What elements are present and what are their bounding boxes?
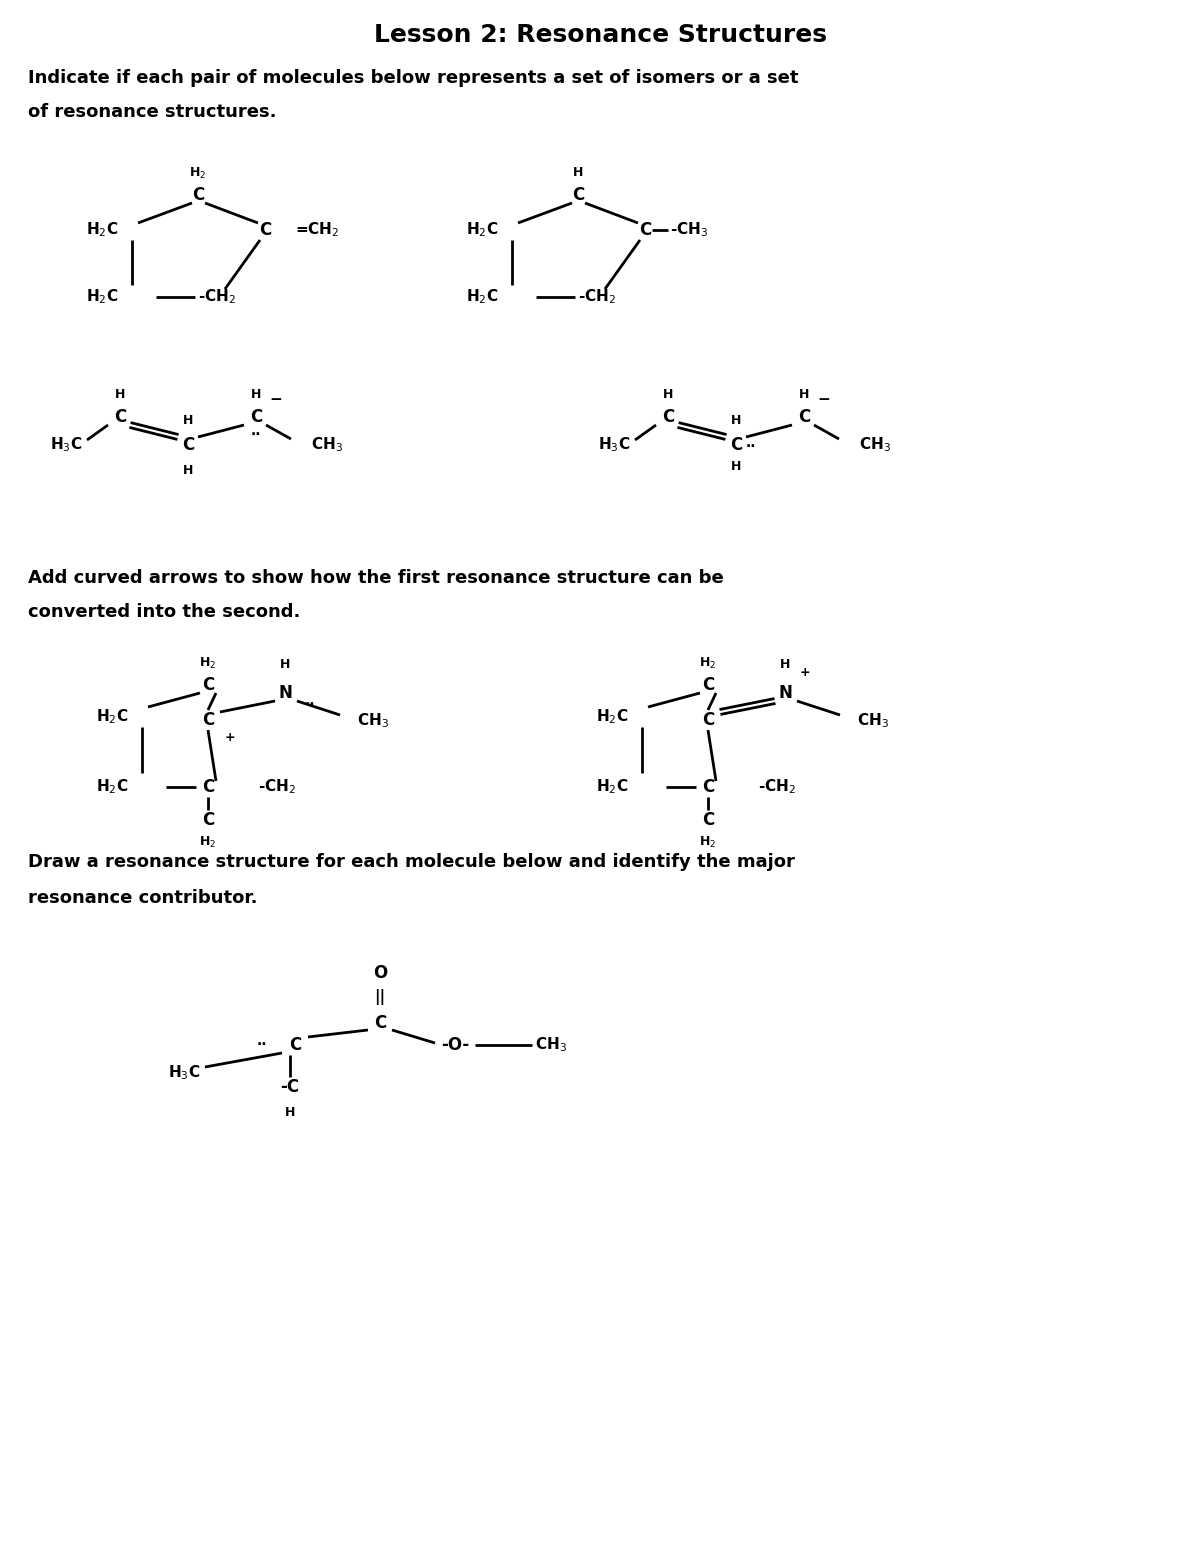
Text: H: H bbox=[662, 389, 673, 401]
Text: C: C bbox=[202, 811, 214, 829]
Text: C: C bbox=[289, 1035, 301, 1054]
Text: C: C bbox=[662, 408, 674, 426]
Text: H$_2$C: H$_2$C bbox=[595, 778, 628, 797]
Text: C: C bbox=[114, 408, 126, 426]
Text: −: − bbox=[270, 392, 282, 406]
Text: of resonance structures.: of resonance structures. bbox=[28, 102, 276, 121]
Text: C: C bbox=[192, 186, 204, 205]
Text: -CH$_2$: -CH$_2$ bbox=[258, 778, 296, 797]
Text: H: H bbox=[182, 414, 193, 426]
Text: ||: || bbox=[374, 989, 385, 1004]
Text: CH$_3$: CH$_3$ bbox=[859, 436, 890, 454]
Text: Indicate if each pair of molecules below represents a set of isomers or a set: Indicate if each pair of molecules below… bbox=[28, 70, 798, 87]
Text: H$_2$C: H$_2$C bbox=[466, 288, 498, 307]
Text: H$_2$: H$_2$ bbox=[700, 834, 716, 849]
Text: H$_3$C: H$_3$C bbox=[598, 436, 630, 454]
Text: -C: -C bbox=[281, 1077, 300, 1096]
Text: H$_2$: H$_2$ bbox=[199, 656, 216, 671]
Text: ··: ·· bbox=[745, 440, 756, 454]
Text: +: + bbox=[224, 732, 235, 744]
Text: H: H bbox=[572, 166, 583, 180]
Text: CH$_3$: CH$_3$ bbox=[358, 711, 389, 730]
Text: N: N bbox=[778, 684, 792, 702]
Text: ··: ·· bbox=[251, 428, 262, 442]
Text: H: H bbox=[284, 1105, 295, 1119]
Text: H$_2$C: H$_2$C bbox=[85, 220, 118, 239]
Text: Lesson 2: Resonance Structures: Lesson 2: Resonance Structures bbox=[373, 23, 827, 46]
Text: converted into the second.: converted into the second. bbox=[28, 603, 300, 622]
Text: H: H bbox=[731, 460, 742, 473]
Text: -CH$_2$: -CH$_2$ bbox=[758, 778, 796, 797]
Text: ··: ·· bbox=[257, 1038, 268, 1052]
Text: =CH$_2$: =CH$_2$ bbox=[295, 220, 340, 239]
Text: C: C bbox=[572, 186, 584, 205]
Text: CH$_3$: CH$_3$ bbox=[311, 436, 343, 454]
Text: H: H bbox=[280, 659, 290, 671]
Text: H: H bbox=[780, 659, 790, 671]
Text: C: C bbox=[250, 408, 262, 426]
Text: C: C bbox=[182, 436, 194, 454]
Text: H$_2$C: H$_2$C bbox=[466, 220, 498, 239]
Text: H$_3$C: H$_3$C bbox=[49, 436, 82, 454]
Text: C: C bbox=[638, 222, 652, 239]
Text: Draw a resonance structure for each molecule below and identify the major: Draw a resonance structure for each mole… bbox=[28, 853, 794, 871]
Text: H$_2$C: H$_2$C bbox=[85, 288, 118, 307]
Text: C: C bbox=[374, 1014, 386, 1032]
Text: Add curved arrows to show how the first resonance structure can be: Add curved arrows to show how the first … bbox=[28, 569, 724, 587]
Text: H: H bbox=[251, 389, 262, 401]
Text: C: C bbox=[702, 778, 714, 797]
Text: resonance contributor.: resonance contributor. bbox=[28, 890, 258, 907]
Text: H$_3$C: H$_3$C bbox=[168, 1063, 200, 1082]
Text: H$_2$C: H$_2$C bbox=[595, 708, 628, 727]
Text: +: + bbox=[799, 666, 810, 679]
Text: C: C bbox=[202, 676, 214, 694]
Text: H: H bbox=[799, 389, 809, 401]
Text: O: O bbox=[373, 964, 388, 983]
Text: C: C bbox=[702, 711, 714, 728]
Text: H: H bbox=[182, 463, 193, 476]
Text: H: H bbox=[731, 414, 742, 426]
Text: C: C bbox=[259, 222, 271, 239]
Text: C: C bbox=[798, 408, 810, 426]
Text: ··: ·· bbox=[305, 698, 316, 711]
Text: H$_2$C: H$_2$C bbox=[96, 778, 128, 797]
Text: -O-: -O- bbox=[440, 1035, 469, 1054]
Text: −: − bbox=[817, 392, 830, 406]
Text: C: C bbox=[202, 778, 214, 797]
Text: CH$_3$: CH$_3$ bbox=[535, 1035, 566, 1054]
Text: C: C bbox=[202, 711, 214, 728]
Text: H$_2$C: H$_2$C bbox=[96, 708, 128, 727]
Text: -CH$_2$: -CH$_2$ bbox=[578, 288, 616, 307]
Text: N: N bbox=[278, 684, 292, 702]
Text: C: C bbox=[702, 811, 714, 829]
Text: CH$_3$: CH$_3$ bbox=[857, 711, 889, 730]
Text: H: H bbox=[115, 389, 125, 401]
Text: H$_2$: H$_2$ bbox=[190, 166, 206, 180]
Text: -CH$_3$: -CH$_3$ bbox=[670, 220, 708, 239]
Text: H$_2$: H$_2$ bbox=[700, 656, 716, 671]
Text: -CH$_2$: -CH$_2$ bbox=[198, 288, 236, 307]
Text: H$_2$: H$_2$ bbox=[199, 834, 216, 849]
Text: C: C bbox=[702, 676, 714, 694]
Text: C: C bbox=[730, 436, 742, 454]
